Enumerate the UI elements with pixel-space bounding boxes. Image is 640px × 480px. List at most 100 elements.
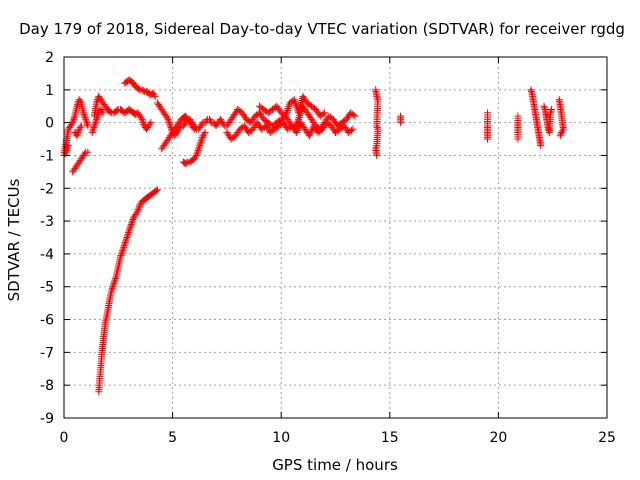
y-tick-label: -1 [40, 148, 54, 164]
data-point [109, 281, 117, 289]
data-point [94, 110, 102, 118]
data-point [134, 207, 142, 215]
x-tick-label: 10 [272, 430, 290, 446]
data-point [195, 145, 203, 153]
data-point [151, 92, 159, 100]
data-point [373, 122, 381, 130]
data-point [557, 130, 565, 138]
y-tick-label: -4 [40, 247, 54, 263]
y-tick-label: -2 [40, 181, 54, 197]
data-point [89, 127, 97, 135]
data-point [88, 128, 96, 136]
x-tick-label: 0 [60, 430, 69, 446]
data-point [124, 232, 132, 240]
data-point [283, 106, 291, 114]
data-point [127, 222, 135, 230]
data-point [122, 237, 130, 245]
data-point [93, 115, 101, 123]
data-point [81, 150, 89, 158]
data-point [557, 128, 565, 136]
data-point [528, 87, 536, 95]
x-tick-label: 20 [489, 430, 507, 446]
x-tick-label: 15 [381, 430, 399, 446]
data-point [75, 127, 83, 135]
data-point [558, 127, 566, 135]
x-tick-label: 5 [168, 430, 177, 446]
data-point [183, 159, 191, 167]
data-point [138, 115, 146, 123]
data-point [129, 215, 137, 223]
data-point [121, 240, 129, 248]
data-point [201, 128, 209, 136]
data-point [198, 135, 206, 143]
data-point [166, 120, 174, 128]
data-point [164, 115, 172, 123]
data-point [110, 279, 118, 287]
data-point [118, 248, 126, 256]
data-point [195, 143, 203, 151]
data-point [121, 238, 129, 246]
data-point [70, 114, 78, 122]
data-point [351, 112, 359, 120]
data-point [321, 109, 329, 117]
data-point [91, 120, 99, 128]
data-point [139, 117, 147, 125]
data-point [83, 119, 91, 127]
data-point [137, 114, 145, 122]
data-point [112, 275, 120, 283]
data-point [94, 112, 102, 120]
data-point [64, 143, 72, 151]
data-point [61, 150, 69, 158]
data-point [70, 115, 78, 123]
data-point [110, 278, 118, 286]
data-point [548, 106, 556, 114]
data-point [537, 142, 545, 150]
data-point [190, 125, 198, 133]
data-point [147, 119, 155, 127]
data-point [80, 110, 88, 118]
y-axis-label: SDTVAR / TECUs [5, 178, 23, 301]
data-point [350, 111, 358, 119]
axis-ticks [63, 56, 608, 419]
data-point [93, 114, 101, 122]
data-point [349, 125, 357, 133]
data-point [120, 242, 128, 250]
data-point [109, 283, 117, 291]
data-point [133, 209, 141, 217]
data-point [127, 220, 135, 228]
data-point [128, 219, 136, 227]
y-tick-label: -9 [40, 411, 54, 427]
data-point [84, 148, 92, 156]
data-point [76, 124, 84, 132]
data-point [319, 110, 327, 118]
data-point [150, 91, 158, 99]
data-point [125, 227, 133, 235]
y-tick-label: 2 [45, 50, 54, 66]
data-point [89, 125, 97, 133]
data-point [82, 115, 90, 123]
data-point [83, 120, 91, 128]
data-point [397, 119, 405, 127]
data-point [81, 112, 89, 120]
data-point [163, 114, 171, 122]
data-point [74, 130, 82, 138]
data-point [122, 235, 130, 243]
data-point [73, 132, 81, 140]
data-point [69, 119, 77, 127]
chart-title: Day 179 of 2018, Sidereal Day-to-day VTE… [19, 20, 625, 38]
data-point [134, 206, 142, 214]
data-point [92, 117, 100, 125]
y-tick-label: -7 [40, 345, 54, 361]
data-point [125, 229, 133, 237]
data-point [196, 142, 204, 150]
data-point [128, 217, 136, 225]
data-point [544, 125, 552, 133]
data-point [81, 114, 89, 122]
data-point [135, 85, 143, 93]
data-point [193, 150, 201, 158]
data-point [123, 234, 131, 241]
data-point [139, 87, 147, 95]
data-point [189, 124, 197, 132]
data-point [91, 119, 99, 127]
